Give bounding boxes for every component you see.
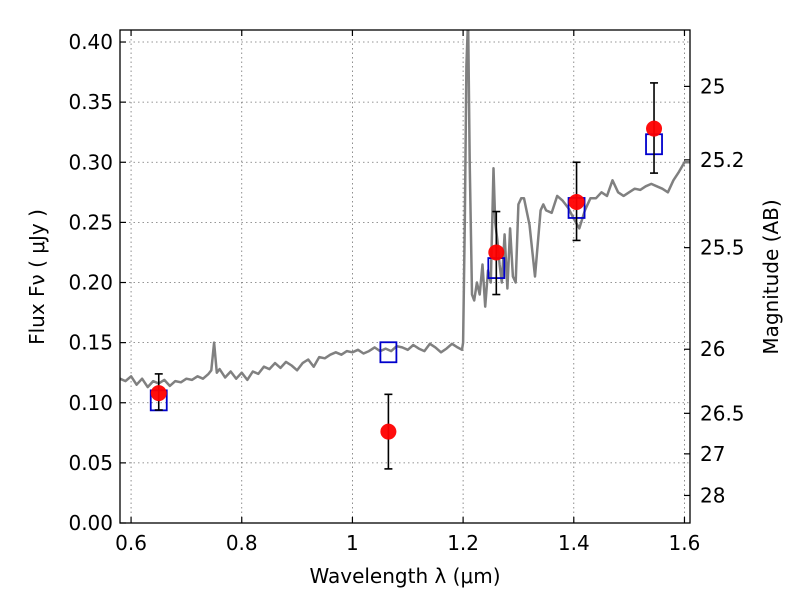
model-photometry-square bbox=[379, 341, 398, 364]
plot-frame bbox=[119, 29, 691, 524]
observed-photometry-point bbox=[488, 244, 505, 261]
x-tick-label: 1.6 bbox=[669, 531, 701, 555]
magnitude-tick-label: 25.2 bbox=[700, 148, 745, 172]
x-axis: 0.6 0.8 1 1.2 1.4 1.6 bbox=[115, 30, 700, 555]
x-tick-label: 1 bbox=[346, 531, 359, 555]
model-spectrum-line bbox=[120, 30, 690, 389]
magnitude-axis: 25 25.2 25.5 26 26.5 27 28 bbox=[684, 74, 745, 507]
observed-photometry-point bbox=[568, 193, 585, 210]
y-axis-title: Flux Fν ( μJy ) bbox=[25, 209, 49, 345]
magnitude-tick-label: 25 bbox=[700, 74, 725, 98]
x-axis-title: Wavelength λ (μm) bbox=[309, 564, 500, 588]
y-tick-label: 0.05 bbox=[68, 451, 113, 475]
magnitude-axis-title: Magnitude (AB) bbox=[759, 199, 783, 354]
y-tick-label: 0.30 bbox=[68, 150, 113, 174]
observed-photometry-point bbox=[150, 385, 167, 402]
y-tick-label: 0.10 bbox=[68, 391, 113, 415]
observed-photometry-point bbox=[646, 120, 663, 137]
y-tick-label: 0.15 bbox=[68, 331, 113, 355]
y-tick-label: 0.20 bbox=[68, 271, 113, 295]
observed-photometry-layer bbox=[150, 82, 663, 470]
x-tick-label: 1.4 bbox=[558, 531, 590, 555]
y-axis: 0.00 0.05 0.10 0.15 0.20 0.25 0.30 0.35 0.40 bbox=[68, 30, 126, 535]
x-tick-label: 0.8 bbox=[226, 531, 258, 555]
magnitude-tick-label: 26.5 bbox=[700, 401, 745, 425]
y-tick-label: 0.35 bbox=[68, 90, 113, 114]
grid-layer bbox=[120, 30, 690, 524]
observed-photometry-point bbox=[380, 423, 397, 440]
x-tick-label: 0.6 bbox=[115, 531, 147, 555]
y-tick-label: 0.00 bbox=[68, 511, 113, 535]
spectrum-layer bbox=[120, 30, 690, 389]
magnitude-tick-label: 26 bbox=[700, 337, 725, 361]
magnitude-tick-label: 28 bbox=[700, 483, 725, 507]
magnitude-tick-label: 25.5 bbox=[700, 236, 745, 260]
magnitude-tick-label: 27 bbox=[700, 442, 725, 466]
model-photometry-layer bbox=[149, 133, 663, 412]
y-tick-label: 0.25 bbox=[68, 210, 113, 234]
y-tick-label: 0.40 bbox=[68, 30, 113, 54]
x-tick-label: 1.2 bbox=[447, 531, 479, 555]
